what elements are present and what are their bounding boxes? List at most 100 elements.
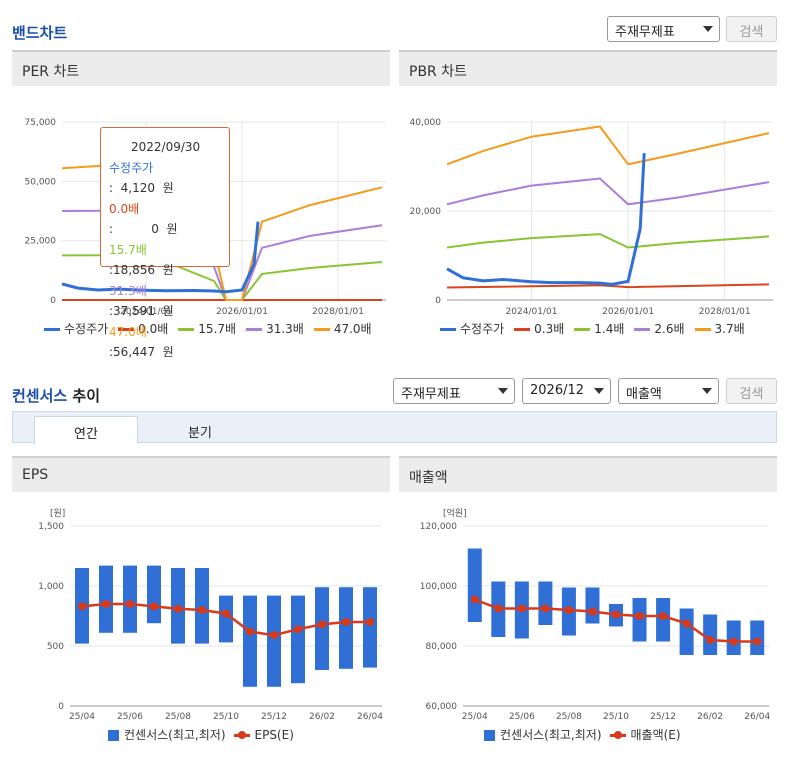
eps-x-tick: 25/08	[165, 712, 191, 722]
eps-range-bar	[147, 565, 161, 624]
pbr-series-2-6배	[446, 177, 770, 206]
eps-range-bar	[123, 565, 137, 633]
consensus-period-value: 2026/12	[530, 383, 585, 398]
eps-range-bar	[219, 595, 233, 643]
period-tabs: 연간 분기	[12, 411, 777, 444]
pbr-legend-label: 1.4배	[594, 322, 625, 336]
pbr-series-3-7배	[446, 125, 770, 166]
eps-y-tick: 1,500	[38, 522, 64, 532]
per-legend-label: 47.0배	[333, 322, 372, 336]
per-y-tick: 0	[50, 296, 56, 306]
pbr-chart: 40,000 20,000 0 2024/01/01 2026/01/01 2028/01…	[410, 118, 773, 317]
consensus-period-select[interactable]: 2026/12	[522, 378, 611, 404]
per-legend-label: 수정주가	[64, 322, 109, 336]
eps-legend-swatch-bar	[108, 730, 119, 741]
eps-range-bar	[363, 587, 377, 668]
pbr-y-tick: 0	[435, 296, 441, 306]
eps-x-tick: 25/10	[213, 712, 239, 722]
tooltip-row-value: :56,447 원	[109, 345, 174, 359]
tab-annual[interactable]: 연간	[34, 416, 138, 444]
sales-y-tick: 60,000	[426, 702, 458, 712]
eps-x-tick: 25/06	[117, 712, 143, 722]
pbr-series-1-4배	[446, 233, 770, 249]
tooltip-row-value: : 0 원	[109, 222, 178, 236]
pbr-y-tick: 40,000	[410, 118, 442, 128]
eps-range-bar	[243, 595, 257, 687]
eps-estimate-point	[198, 606, 206, 614]
sales-estimate-point	[517, 604, 526, 613]
pbr-x-tick: 2026/01/01	[602, 307, 654, 317]
per-y-tick: 25,000	[25, 237, 57, 247]
band-statement-value: 주재무제표	[615, 25, 675, 40]
sales-range-bar	[679, 608, 694, 655]
sales-x-tick: 26/04	[744, 712, 770, 722]
sales-panel: 매출액	[399, 456, 777, 756]
sales-estimate-point	[494, 604, 503, 613]
sales-x-tick: 25/06	[509, 712, 535, 722]
eps-estimate-point	[366, 618, 374, 626]
eps-estimate-point	[270, 631, 278, 640]
eps-range-bar	[315, 587, 329, 670]
pbr-legend-swatch	[574, 328, 591, 331]
pbr-legend: 수정주가 0.3배 1.4배 2.6배 3.7배	[440, 320, 755, 337]
per-legend-swatch	[313, 328, 330, 331]
consensus-title-main: 컨센서스	[12, 387, 68, 405]
consensus-statement-value: 주재무제표	[401, 387, 461, 402]
per-y-tick: 75,000	[25, 118, 57, 128]
sales-legend-swatch-bar	[484, 730, 495, 741]
sales-x-tick: 25/04	[462, 712, 488, 722]
tooltip-row: 수정주가: 4,120 원	[109, 158, 229, 199]
consensus-statement-select[interactable]: 주재무제표	[393, 378, 515, 404]
sales-estimate-point	[635, 612, 644, 620]
pbr-legend-label: 3.7배	[714, 322, 745, 336]
per-x-tick: 2024/01/01	[120, 307, 172, 317]
eps-x-tick: 26/04	[357, 712, 383, 722]
sales-x-tick: 25/12	[650, 712, 676, 722]
eps-range-bar	[291, 595, 305, 684]
eps-legend-swatch-line	[233, 731, 250, 739]
pbr-legend-label: 0.3배	[534, 322, 565, 336]
consensus-metric-select[interactable]: 매출액	[618, 378, 719, 404]
sales-y-tick: 80,000	[426, 642, 458, 652]
tooltip-row-label: 31.3배	[109, 283, 147, 298]
chevron-down-icon	[702, 388, 712, 394]
tooltip-row: 31.3배:37,591 원	[109, 281, 229, 322]
eps-x-tick: 25/04	[69, 712, 95, 722]
sales-unit: [억원]	[443, 507, 467, 519]
eps-x-tick: 25/12	[261, 712, 287, 722]
chevron-down-icon	[703, 26, 713, 32]
sales-y-tick: 120,000	[420, 522, 457, 532]
tab-quarterly[interactable]: 분기	[188, 426, 212, 441]
sales-legend-swatch-line	[609, 731, 626, 739]
eps-legend: 컨센서스(최고,최저) EPS(E)	[108, 726, 298, 743]
eps-estimate-point	[78, 602, 86, 611]
per-legend-label: 15.7배	[198, 322, 237, 336]
consensus-metric-value: 매출액	[626, 387, 662, 402]
band-statement-select[interactable]: 주재무제표	[607, 16, 720, 42]
sales-x-tick: 25/08	[556, 712, 582, 722]
sales-range-bar	[585, 587, 600, 624]
sales-estimate-point	[588, 607, 597, 616]
consensus-title-sub: 추이	[67, 387, 101, 405]
sales-estimate-point	[470, 595, 479, 604]
eps-estimate-point	[246, 627, 254, 636]
eps-chart: [원] 1,500 1,000 500 0 25/04 25/06 25/08 25/10 25/…	[38, 508, 383, 722]
per-tooltip: 2022/09/30 수정주가: 4,120 원 0.0배: 0 원 15.7배:1…	[100, 127, 230, 359]
eps-estimate-point	[294, 625, 302, 634]
per-legend-swatch	[118, 328, 135, 331]
eps-x-tick: 26/02	[309, 712, 335, 722]
sales-x-tick: 26/02	[697, 712, 723, 722]
eps-legend-label-line: EPS(E)	[254, 728, 294, 742]
per-y-tick: 50,000	[25, 177, 57, 187]
tooltip-row: 47.0배:56,447 원	[109, 322, 229, 363]
eps-estimate-point	[222, 609, 230, 618]
band-search-button[interactable]: 검색	[726, 16, 777, 42]
consensus-search-button[interactable]: 검색	[726, 378, 777, 404]
sales-estimate-point	[729, 637, 738, 646]
eps-panel-title: EPS	[12, 456, 390, 492]
per-x-tick: 2026/01/01	[216, 307, 268, 317]
sales-legend-label-line: 매출액(E)	[630, 728, 681, 742]
pbr-legend-label: 2.6배	[654, 322, 685, 336]
eps-unit: [원]	[50, 508, 65, 519]
sales-range-bar	[538, 581, 553, 625]
